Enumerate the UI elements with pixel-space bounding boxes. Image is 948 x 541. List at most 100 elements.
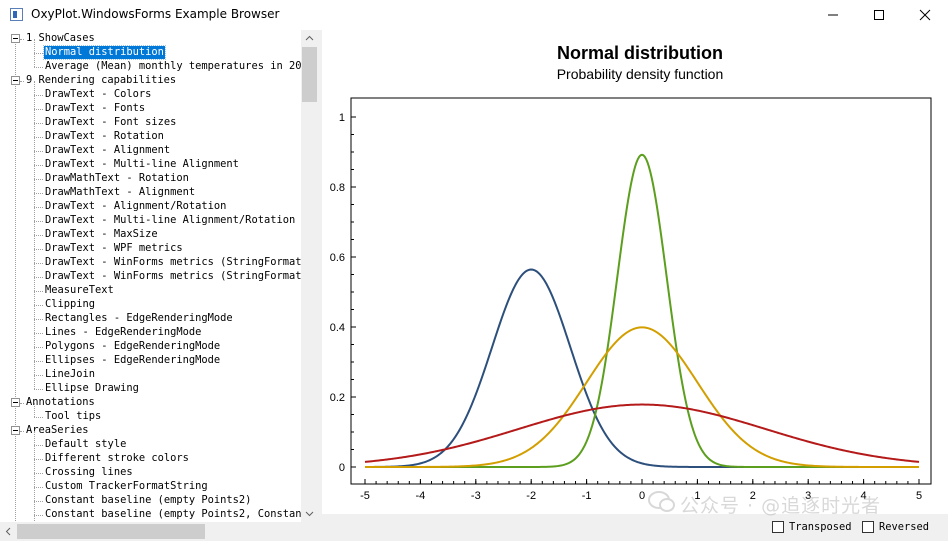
tree-leaf[interactable]: Crossing lines bbox=[0, 459, 301, 480]
tree-leaf[interactable]: DrawText - Multi-line Alignment bbox=[0, 151, 301, 172]
tree-leaf[interactable]: Normal distribution bbox=[0, 39, 301, 60]
tree-item-label: Constant baseline (empty Points2, Consta… bbox=[45, 508, 301, 520]
tree-leaf[interactable]: DrawText - WinForms metrics (StringForma… bbox=[0, 263, 301, 284]
maximize-button[interactable] bbox=[856, 0, 902, 30]
tree-item-label: DrawText - Alignment bbox=[45, 144, 171, 156]
tree-leaf[interactable]: Lines - EdgeRenderingMode bbox=[0, 319, 301, 340]
tree-connector bbox=[34, 67, 43, 68]
scroll-up-button[interactable] bbox=[301, 30, 318, 47]
tree-leaf[interactable]: Tool tips bbox=[0, 403, 301, 424]
tree-connector bbox=[34, 53, 35, 67]
collapse-toggle-icon[interactable] bbox=[11, 398, 20, 407]
tree-connector bbox=[34, 193, 43, 194]
tree-leaf[interactable]: Different stroke colors bbox=[0, 445, 301, 466]
transposed-checkbox-box[interactable] bbox=[772, 521, 784, 533]
tree-item-label: 9 Rendering capabilities bbox=[26, 74, 177, 86]
minimize-button[interactable] bbox=[810, 0, 856, 30]
tree-leaf[interactable]: DrawMathText - Alignment bbox=[0, 179, 301, 200]
plot-canvas[interactable]: 0 0.2 0.4 0.6 0.8 1 -5 -4 -3 -2 -1 0 1 2 3 4 5 bbox=[322, 30, 948, 514]
tree-leaf[interactable]: Constant baseline (empty Points2, Consta… bbox=[0, 501, 301, 522]
reversed-checkbox-box[interactable] bbox=[862, 521, 874, 533]
tree-connector bbox=[34, 53, 43, 54]
tree-leaf[interactable]: Rectangles - EdgeRenderingMode bbox=[0, 305, 301, 326]
tree-connector bbox=[34, 305, 35, 319]
tree-item-label: DrawText - Multi-line Alignment/Rotation bbox=[45, 214, 296, 226]
tree-connector bbox=[34, 361, 35, 375]
series-line-3 bbox=[365, 326, 919, 468]
tree-connector bbox=[34, 291, 35, 305]
tree-connector bbox=[34, 109, 35, 123]
tree-connector bbox=[34, 207, 43, 208]
x-tick-label: -5 bbox=[360, 490, 370, 502]
scrollbar-corner bbox=[301, 522, 318, 541]
x-tick-label: 3 bbox=[805, 490, 811, 502]
tree-leaf[interactable]: LineJoin bbox=[0, 361, 301, 382]
tree-item-label: 1 ShowCases bbox=[26, 32, 95, 44]
tree-item-label: Lines - EdgeRenderingMode bbox=[45, 326, 202, 338]
close-button[interactable] bbox=[902, 0, 948, 30]
tree-item-label: LineJoin bbox=[45, 368, 96, 380]
x-tick-label: 1 bbox=[694, 490, 700, 502]
tree-leaf[interactable]: DrawText - Colors bbox=[0, 81, 301, 102]
tree-leaf[interactable]: DrawText - Alignment/Rotation bbox=[0, 193, 301, 214]
tree-connector bbox=[34, 221, 35, 235]
tree-connector bbox=[34, 389, 43, 390]
tree-node[interactable]: AreaSeries bbox=[0, 424, 301, 438]
tree-connector bbox=[34, 95, 43, 96]
tree-leaf[interactable]: Custom TrackerFormatString bbox=[0, 473, 301, 494]
tree-leaf[interactable]: DrawText - Fonts bbox=[0, 95, 301, 116]
tree-item-label: Polygons - EdgeRenderingMode bbox=[45, 340, 221, 352]
tree-item-label: Custom TrackerFormatString bbox=[45, 480, 208, 492]
tree-connector bbox=[34, 165, 43, 166]
tree-leaf[interactable]: Ellipses - EdgeRenderingMode bbox=[0, 347, 301, 368]
tree-item-label: Ellipse Drawing bbox=[45, 382, 139, 394]
tree-node[interactable]: 9 Rendering capabilities bbox=[0, 74, 301, 88]
tree-leaf[interactable]: MeasureText bbox=[0, 277, 301, 298]
scroll-thumb[interactable] bbox=[302, 47, 317, 102]
minimize-icon bbox=[828, 14, 838, 16]
tree-leaf[interactable]: DrawText - WPF metrics bbox=[0, 235, 301, 256]
tree-leaf[interactable]: DrawText - MaxSize bbox=[0, 221, 301, 242]
tree-leaf[interactable]: DrawText - Rotation bbox=[0, 123, 301, 144]
tree-leaf[interactable]: DrawMathText - Rotation bbox=[0, 165, 301, 186]
scroll-down-button[interactable] bbox=[301, 505, 318, 522]
tree-connector bbox=[34, 347, 35, 361]
tree-connector bbox=[20, 39, 24, 40]
tree-connector bbox=[34, 277, 35, 291]
tree-vertical-scrollbar[interactable] bbox=[301, 30, 318, 522]
tree-node[interactable]: 1 ShowCases bbox=[0, 32, 301, 46]
scroll-left-button[interactable] bbox=[0, 523, 17, 540]
collapse-toggle-icon[interactable] bbox=[11, 76, 20, 85]
tree-leaf[interactable]: DrawText - Alignment bbox=[0, 137, 301, 158]
tree-connector bbox=[34, 151, 43, 152]
tree-connector bbox=[34, 361, 43, 362]
collapse-toggle-icon[interactable] bbox=[11, 426, 20, 435]
x-tick-label: -3 bbox=[471, 490, 481, 502]
tree-leaf[interactable]: Clipping bbox=[0, 291, 301, 312]
tree-leaf[interactable]: Average (Mean) monthly temperatures in 2… bbox=[0, 53, 301, 74]
collapse-toggle-icon[interactable] bbox=[11, 34, 20, 43]
tree-leaf[interactable]: Constant baseline (empty Points2) bbox=[0, 487, 301, 508]
plot-view[interactable] bbox=[322, 30, 948, 514]
tree-connector bbox=[34, 165, 35, 179]
splitter[interactable] bbox=[318, 30, 322, 541]
tree-leaf[interactable]: DrawText - Multi-line Alignment/Rotation bbox=[0, 207, 301, 228]
tree-connector bbox=[34, 473, 35, 487]
tree-leaf[interactable]: DrawText - WinForms metrics (StringForma… bbox=[0, 249, 301, 270]
tree-connector bbox=[34, 179, 35, 193]
tree-leaf[interactable]: DrawText - Font sizes bbox=[0, 109, 301, 130]
tree-connector bbox=[34, 375, 43, 376]
tree-horizontal-scrollbar[interactable] bbox=[0, 522, 318, 541]
tree-item-label: Crossing lines bbox=[45, 466, 133, 478]
tree-viewport: 1 ShowCases Normal distribution Average (M… bbox=[0, 30, 301, 522]
tree-connector bbox=[34, 459, 43, 460]
title-bar[interactable]: OxyPlot.WindowsForms Example Browser bbox=[0, 0, 948, 30]
hscroll-thumb[interactable] bbox=[17, 524, 205, 539]
tree-connector bbox=[34, 263, 43, 264]
tree-leaf[interactable]: Ellipse Drawing bbox=[0, 375, 301, 396]
tree-leaf[interactable]: Polygons - EdgeRenderingMode bbox=[0, 333, 301, 354]
tree-node[interactable]: Annotations bbox=[0, 396, 301, 410]
example-tree[interactable]: 1 ShowCases Normal distribution Average (M… bbox=[0, 30, 318, 522]
tree-leaf[interactable]: Default style bbox=[0, 431, 301, 452]
reversed-label: Reversed bbox=[879, 521, 930, 533]
